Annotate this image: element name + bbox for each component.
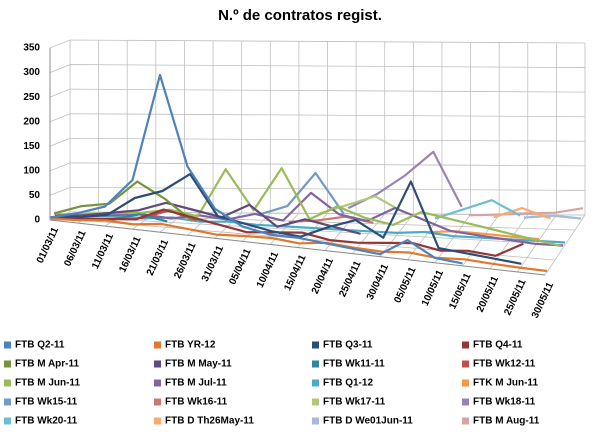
legend-marker	[154, 379, 161, 387]
legend-marker	[4, 417, 11, 425]
chart-title: N.º de contratos regist.	[218, 7, 382, 24]
legend-label: FTB M Apr-11	[15, 359, 80, 370]
legend-marker	[4, 341, 11, 349]
series-line	[468, 207, 584, 217]
legend-label: FTB Q4-11	[473, 340, 523, 351]
series-line	[426, 230, 539, 241]
legend-marker	[4, 379, 11, 387]
legend-marker	[312, 417, 319, 425]
y-tick-label: 100	[23, 165, 40, 176]
y-tick-label: 200	[23, 116, 40, 127]
series-line	[493, 207, 551, 220]
legend-marker	[312, 341, 319, 349]
x-tick-label: 25/05/11	[502, 277, 528, 317]
x-tick-label: 20/05/11	[475, 274, 501, 314]
y-tick-label: 150	[23, 141, 40, 152]
series-line	[53, 180, 194, 222]
y-tick-label: 350	[23, 43, 40, 54]
series-line	[51, 173, 522, 265]
series-line	[49, 73, 463, 265]
grid-line	[49, 64, 586, 73]
legend-label: FTB M Aug-11	[473, 416, 540, 427]
legend-label: FTB D We01Jun-11	[323, 416, 413, 427]
legend-marker	[154, 360, 161, 368]
floor-grid	[59, 215, 566, 246]
x-tick-label: 15/05/11	[447, 271, 473, 311]
x-tick-label: 06/03/11	[62, 228, 88, 268]
series-line	[523, 214, 582, 220]
legend-label: FTB Wk11-11	[323, 359, 385, 370]
legend-label: FTB D Th26May-11	[165, 416, 254, 427]
legend-label: FTB Wk12-11	[473, 359, 536, 370]
grid-line	[49, 187, 586, 196]
series-line	[258, 171, 345, 216]
x-tick-label: 21/03/11	[145, 238, 171, 278]
x-tick-label: 26/03/11	[172, 241, 198, 281]
y-tick-label: 250	[23, 92, 40, 103]
grid-line	[49, 39, 586, 49]
legend-label: FTB Wk16-11	[165, 397, 228, 408]
series-line	[50, 217, 548, 273]
legend-marker	[462, 360, 469, 368]
x-tick-label: 20/04/11	[310, 256, 336, 296]
y-tick-label: 0	[34, 215, 40, 226]
y-tick-label: 300	[23, 67, 40, 78]
series-line	[52, 208, 524, 257]
legend-marker	[4, 360, 11, 368]
legend-marker	[4, 398, 11, 406]
legend-label: FTK M Jun-11	[473, 378, 538, 389]
grid-line	[49, 113, 586, 123]
legend-marker	[462, 398, 469, 406]
legend-label: FTB Q3-11	[323, 340, 373, 351]
legend-label: FTB M Jul-11	[165, 378, 227, 389]
x-tick-label: 25/04/11	[337, 259, 363, 299]
grid-line	[49, 162, 586, 172]
legend-label: FTB Q1-12	[323, 378, 373, 389]
legend-marker	[462, 379, 469, 387]
x-tick-label: 30/04/11	[365, 262, 391, 302]
legend-label: FTB M May-11	[165, 359, 232, 370]
series-line	[54, 201, 361, 235]
y-tick-label: 50	[29, 190, 41, 201]
x-tick-label: 16/03/11	[117, 235, 143, 275]
legend-marker	[154, 341, 161, 349]
x-tick-label: 10/05/11	[420, 268, 446, 308]
x-tick-label: 30/05/11	[530, 280, 556, 320]
legend-marker	[312, 379, 319, 387]
series-line	[57, 167, 562, 248]
legend-label: FTB Wk18-11	[473, 397, 536, 408]
legend-marker	[462, 341, 469, 349]
x-axis	[49, 219, 546, 276]
legend-label: FTB Wk20-11	[15, 416, 78, 427]
legend-marker	[312, 360, 319, 368]
legend-label: FTB Q2-11	[15, 340, 65, 351]
x-tick-label: 05/04/11	[227, 247, 253, 287]
legend-label: FTB M Jun-11	[15, 378, 80, 389]
x-tick-label: 10/04/11	[255, 250, 281, 290]
legend-marker	[154, 417, 161, 425]
x-tick-label: 31/03/11	[200, 244, 226, 284]
series-line	[434, 199, 521, 220]
legend-marker	[462, 417, 469, 425]
x-tick-label: 11/03/11	[90, 231, 116, 270]
grid-line	[49, 137, 586, 147]
x-tick-label: 01/03/11	[35, 225, 61, 265]
legend-label: FTB Wk17-11	[323, 397, 386, 408]
x-tick-label: 05/05/11	[392, 265, 418, 305]
legend-label: FTB YR-12	[165, 340, 216, 351]
legend-marker	[312, 398, 319, 406]
series-line	[111, 213, 168, 223]
legend-marker	[154, 398, 161, 406]
x-tick-label: 15/04/11	[282, 253, 308, 293]
grid-line	[49, 88, 586, 98]
legend-label: FTB Wk15-11	[15, 397, 78, 408]
